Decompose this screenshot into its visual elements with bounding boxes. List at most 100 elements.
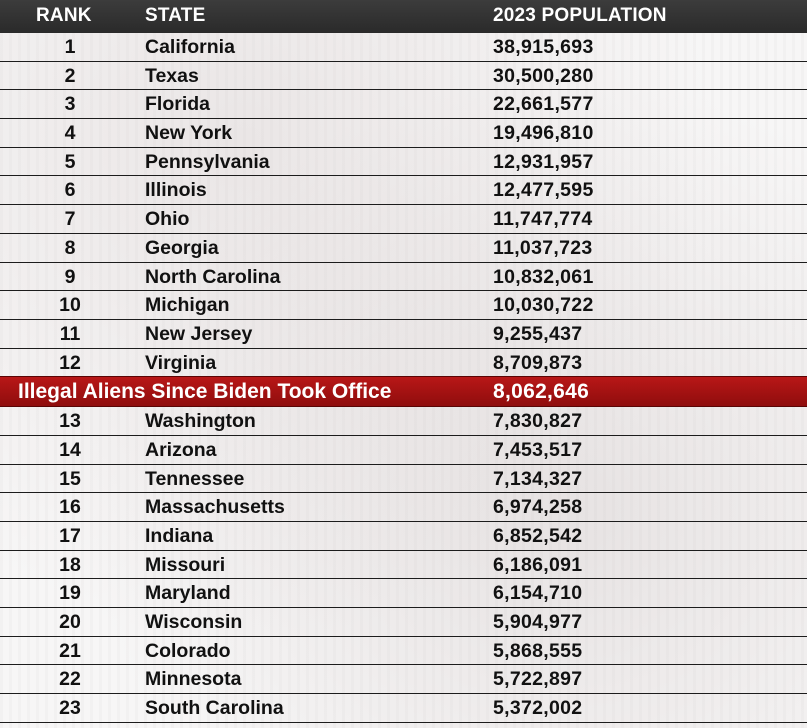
state-cell: Indiana	[145, 525, 214, 547]
state-cell: Tennessee	[145, 467, 245, 490]
table-header: RANK STATE 2023 POPULATION	[0, 0, 807, 33]
rank-cell: 3	[64, 93, 76, 116]
population-cell: 7,134,327	[493, 467, 583, 490]
state-cell: Pennsylvania	[145, 150, 270, 173]
table-row: 15 Tennessee 7,134,327	[0, 465, 807, 494]
rank-cell: 19	[59, 582, 81, 605]
population-cell: 12,931,957	[493, 150, 594, 173]
rank-cell: 14	[59, 438, 81, 461]
state-cell: Minnesota	[145, 668, 242, 691]
rank-cell: 9	[64, 265, 76, 288]
table-row: 5 Pennsylvania 12,931,957	[0, 148, 807, 177]
state-cell: South Carolina	[145, 697, 284, 720]
state-cell: Illinois	[145, 179, 207, 202]
header-population: 2023 POPULATION	[493, 5, 667, 26]
population-cell: 5,868,555	[493, 639, 583, 662]
population-cell: 8,709,873	[493, 351, 583, 374]
state-cell: Virginia	[145, 351, 217, 374]
table-row: 11 New Jersey 9,255,437	[0, 320, 807, 349]
population-cell: 19,496,810	[493, 122, 594, 145]
state-cell: Florida	[145, 93, 211, 116]
highlight-row: Illegal Aliens Since Biden Took Office 8,…	[0, 376, 807, 408]
rank-cell: 4	[64, 122, 76, 145]
population-cell: 5,722,897	[493, 668, 583, 691]
state-cell: Washington	[145, 410, 256, 433]
table-row: 9 North Carolina 10,832,061	[0, 263, 807, 292]
population-cell: 11,747,774	[493, 208, 593, 231]
population-cell: 6,186,091	[493, 553, 583, 576]
rank-cell: 16	[59, 496, 81, 519]
table-row: 12 Virginia 8,709,873	[0, 349, 807, 378]
highlight-label: Illegal Aliens Since Biden Took Office	[18, 380, 392, 404]
table-row: 7 Ohio 11,747,774	[0, 205, 807, 234]
table-row: 10 Michigan 10,030,722	[0, 291, 807, 320]
rank-cell: 23	[59, 697, 81, 720]
state-cell: North Carolina	[145, 265, 281, 288]
table-row: 23 South Carolina 5,372,002	[0, 694, 807, 723]
population-cell: 11,037,723	[493, 236, 593, 259]
table-row: 1 California 38,915,693	[0, 33, 807, 62]
rank-cell: 17	[59, 525, 81, 547]
population-cell: 6,154,710	[493, 582, 583, 605]
population-cell: 5,372,002	[493, 697, 583, 720]
rank-cell: 15	[59, 467, 81, 490]
state-cell: Wisconsin	[145, 611, 243, 634]
rank-cell: 7	[64, 208, 76, 231]
state-cell: Michigan	[145, 294, 230, 317]
table-body: 1 California 38,915,693 2 Texas 30,500,280 3 Fl…	[0, 33, 807, 723]
population-cell: 6,852,542	[493, 525, 583, 547]
population-cell: 6,974,258	[493, 496, 583, 519]
table-row: 8 Georgia 11,037,723	[0, 234, 807, 263]
state-cell: Colorado	[145, 639, 231, 662]
table-row: 14 Arizona 7,453,517	[0, 436, 807, 465]
state-cell: California	[145, 36, 235, 58]
rank-cell: 8	[64, 236, 76, 259]
state-cell: Arizona	[145, 438, 217, 461]
rank-cell: 22	[59, 668, 81, 691]
table-row: 18 Missouri 6,186,091	[0, 551, 807, 580]
state-cell: Ohio	[145, 208, 190, 231]
population-cell: 30,500,280	[493, 64, 594, 87]
state-cell: Texas	[145, 64, 199, 87]
state-cell: New Jersey	[145, 322, 253, 345]
rank-cell: 2	[64, 64, 76, 87]
highlight-population: 8,062,646	[493, 380, 590, 404]
state-cell: Massachusetts	[145, 496, 285, 519]
rank-cell: 21	[59, 639, 81, 662]
table-row: 19 Maryland 6,154,710	[0, 579, 807, 609]
state-cell: Missouri	[145, 553, 226, 576]
table-row: 21 Colorado 5,868,555	[0, 637, 807, 666]
rank-cell: 13	[59, 410, 81, 433]
table-row: 6 Illinois 12,477,595	[0, 176, 807, 206]
rank-cell: 10	[59, 294, 81, 317]
table-row: 17 Indiana 6,852,542	[0, 522, 807, 551]
population-cell: 7,830,827	[493, 410, 583, 433]
population-cell: 12,477,595	[493, 179, 594, 202]
state-cell: Georgia	[145, 236, 219, 259]
header-rank: RANK	[36, 5, 92, 26]
population-cell: 38,915,693	[493, 36, 594, 58]
population-cell: 10,030,722	[493, 294, 594, 317]
rank-cell: 6	[64, 179, 76, 202]
table-row: 2 Texas 30,500,280	[0, 62, 807, 91]
population-cell: 22,661,577	[493, 93, 594, 116]
header-state: STATE	[145, 5, 206, 26]
rank-cell: 11	[59, 322, 81, 345]
table-row: 4 New York 19,496,810	[0, 119, 807, 148]
rank-cell: 5	[64, 150, 76, 173]
table-row: 22 Minnesota 5,722,897	[0, 665, 807, 695]
rank-cell: 12	[59, 351, 81, 374]
population-cell: 5,904,977	[493, 611, 583, 634]
table-row: 16 Massachusetts 6,974,258	[0, 493, 807, 522]
state-cell: Maryland	[145, 582, 231, 605]
table-row: 3 Florida 22,661,577	[0, 90, 807, 120]
rank-cell: 20	[59, 611, 81, 634]
rank-cell: 1	[64, 36, 76, 58]
state-cell: New York	[145, 122, 233, 145]
table-row: 13 Washington 7,830,827	[0, 407, 807, 436]
population-cell: 7,453,517	[493, 438, 583, 461]
population-cell: 9,255,437	[493, 322, 583, 345]
population-cell: 10,832,061	[493, 265, 594, 288]
